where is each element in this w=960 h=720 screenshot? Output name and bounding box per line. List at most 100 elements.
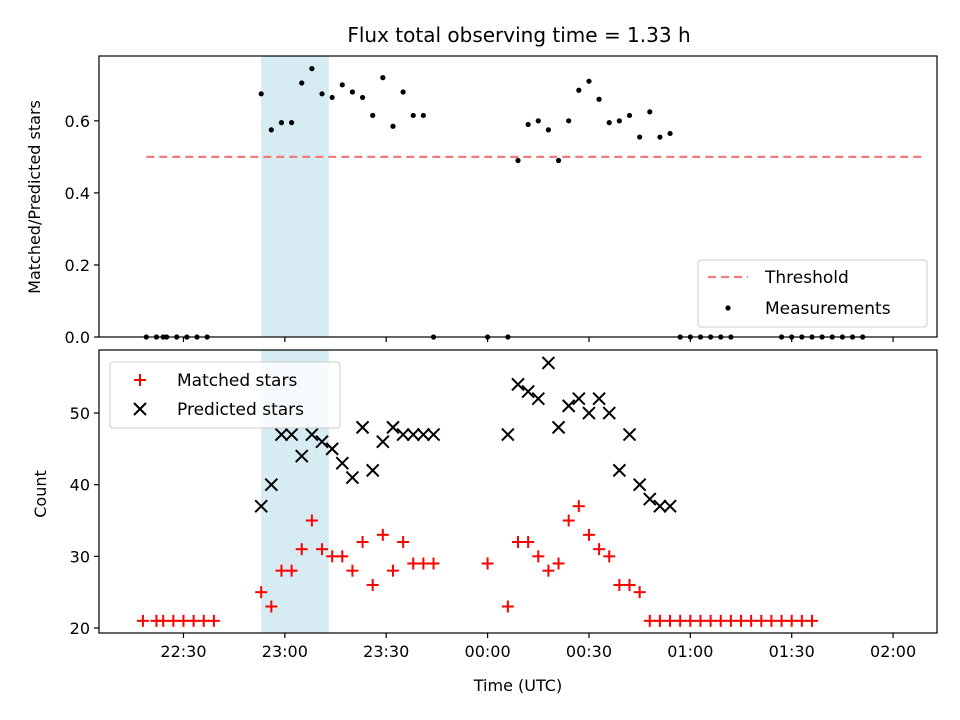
matched-star-marker — [177, 614, 190, 627]
y-tick-label: 0.0 — [65, 328, 90, 347]
measurement-point — [278, 120, 285, 126]
measurement-point — [268, 127, 274, 133]
predicted-star-marker — [406, 427, 420, 442]
matched-star-marker — [542, 564, 555, 577]
top-legend: Threshold Measurements — [697, 259, 928, 328]
predicted-star-marker-b — [643, 492, 657, 506]
measurement-point — [566, 118, 572, 124]
predicted-star-marker-b — [284, 427, 299, 442]
measurement-point — [299, 80, 305, 86]
measurement-point — [576, 87, 582, 93]
predicted-star-marker-b — [521, 384, 535, 399]
matched-star-marker — [562, 514, 575, 527]
matched-star-marker — [167, 614, 180, 627]
predicted-star-marker — [284, 427, 299, 442]
measurement-point — [647, 109, 653, 115]
predicted-star-marker-b — [254, 499, 268, 513]
predicted-star-marker — [541, 356, 556, 370]
y-tick-label: 0.2 — [65, 256, 90, 275]
matched-star-marker — [157, 614, 170, 627]
measurement-point — [596, 96, 602, 102]
legend-matched-label: Matched stars — [177, 371, 297, 391]
matched-star-marker — [775, 614, 788, 627]
measurement-point — [525, 121, 531, 128]
y-tick-label: 0.4 — [65, 184, 90, 203]
x-tick-label: 23:30 — [363, 642, 409, 661]
predicted-star-marker — [582, 406, 596, 420]
measurement-point — [420, 112, 426, 119]
predicted-star-marker-b — [612, 463, 627, 478]
y-tick-label: 50 — [70, 404, 90, 423]
predicted-star-marker-b — [551, 420, 566, 435]
matched-star-marker — [633, 586, 646, 599]
matched-star-marker — [417, 557, 430, 570]
predicted-star-marker-b — [663, 499, 677, 513]
matched-star-marker — [136, 614, 149, 627]
predicted-star-marker — [561, 399, 576, 413]
matched-star-marker — [275, 564, 288, 577]
matched-star-marker — [745, 614, 758, 627]
predicted-star-marker — [305, 427, 319, 442]
measurement-point — [400, 89, 406, 95]
predicted-star-marker-b — [592, 392, 606, 406]
matched-star-marker — [765, 614, 778, 627]
measurement-point — [258, 91, 264, 97]
measurement-point — [319, 91, 325, 97]
measurement-point — [555, 157, 562, 164]
matched-star-marker — [795, 614, 808, 627]
measurement-point — [289, 120, 295, 126]
matched-star-marker — [785, 614, 798, 627]
predicted-star-marker-b — [386, 420, 400, 435]
x-tick-label: 23:00 — [262, 642, 308, 661]
matched-star-marker — [613, 578, 626, 591]
predicted-star-marker-b — [426, 427, 441, 442]
measurement-point — [370, 112, 376, 119]
matched-star-marker — [326, 550, 339, 563]
predicted-star-marker — [426, 427, 441, 442]
predicted-star-marker — [345, 470, 360, 485]
bottom-y-axis-label: Count — [31, 470, 50, 518]
measurement-point — [410, 112, 416, 119]
predicted-star-marker-b — [355, 420, 370, 435]
predicted-star-marker — [376, 434, 390, 449]
y-tick-label: 30 — [70, 547, 90, 566]
matched-star-marker — [295, 543, 308, 556]
bottom-panel: 20 30 40 50 22:30 23:00 23:30 00:00 00:30 01:00 0… — [31, 349, 938, 695]
predicted-star-marker-b — [345, 470, 360, 485]
measurement-point — [390, 123, 396, 129]
predicted-star-marker — [572, 392, 586, 406]
legend-measurements-swatch — [725, 305, 731, 311]
predicted-star-marker — [592, 392, 606, 406]
matched-star-marker — [197, 614, 210, 627]
predicted-star-marker — [602, 406, 616, 420]
predicted-star-marker-b — [501, 427, 515, 442]
predicted-star-marker — [531, 392, 545, 406]
predicted-star-marker-b — [365, 463, 380, 478]
predicted-star-marker — [274, 427, 289, 442]
y-tick-label: 20 — [70, 619, 90, 638]
chart-title: Flux total observing time = 1.33 h — [347, 23, 690, 47]
x-tick-label: 01:30 — [769, 642, 815, 661]
y-tick-label: 40 — [70, 476, 90, 495]
matched-star-marker — [316, 543, 329, 556]
matched-star-marker — [512, 536, 524, 549]
matched-star-marker — [305, 514, 318, 527]
predicted-star-marker — [612, 463, 627, 478]
matched-star-marker — [356, 536, 369, 549]
predicted-star-marker-b — [561, 399, 576, 413]
measurement-point — [586, 78, 592, 84]
shaded-interval — [261, 56, 329, 337]
matched-star-marker — [714, 614, 727, 627]
measurement-point — [359, 94, 366, 101]
measurement-point — [637, 134, 643, 140]
matched-star-marker — [603, 550, 616, 563]
predicted-star-marker — [501, 427, 515, 442]
measurement-point — [606, 120, 612, 126]
predicted-star-marker — [295, 449, 309, 463]
matched-star-marker — [207, 614, 220, 627]
measurement-point — [667, 130, 673, 137]
predicted-star-marker — [386, 420, 400, 435]
matched-star-marker — [407, 557, 420, 570]
predicted-star-marker — [653, 499, 667, 513]
matched-star-marker — [643, 614, 656, 627]
